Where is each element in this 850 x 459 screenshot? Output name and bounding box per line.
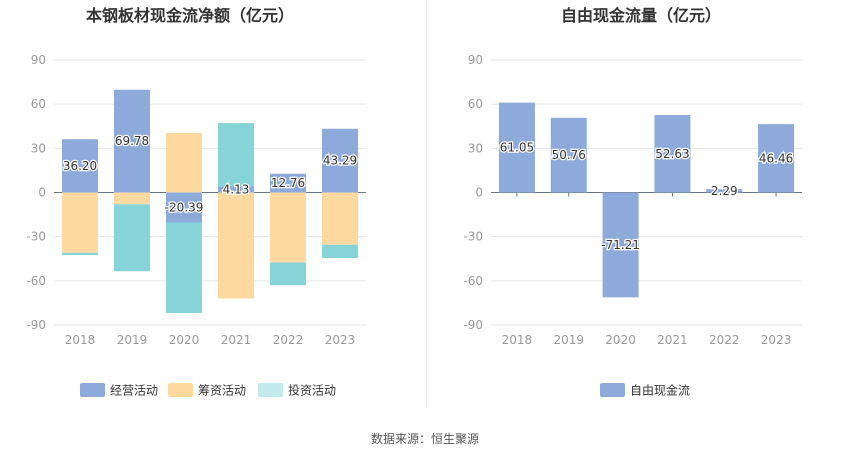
data-label: 43.29 <box>323 154 357 168</box>
bar-financing-2020 <box>166 132 202 193</box>
bar-investing-2020 <box>166 222 202 314</box>
x-tick-label: 2023 <box>761 333 792 347</box>
y-tick-label: 0 <box>38 186 46 200</box>
bar-operating-2019 <box>114 89 150 193</box>
bar-free_cf-2018 <box>498 102 535 193</box>
bar-financing-2022 <box>270 192 306 263</box>
legend-label-financing[interactable]: 筹资活动 <box>198 384 246 398</box>
bar-operating-2021 <box>218 186 254 193</box>
y-tick-label: 30 <box>31 141 46 155</box>
data-source-text: 数据来源：恒生聚源 <box>370 432 479 446</box>
legend-swatch-investing[interactable] <box>258 383 283 397</box>
bar-investing-2023 <box>322 244 358 259</box>
data-label: 12.76 <box>271 176 305 190</box>
bar-operating-2023 <box>322 128 358 193</box>
bar-operating-2022 <box>270 173 306 193</box>
x-tick-label: 2022 <box>709 333 740 347</box>
x-tick-label: 2021 <box>221 333 252 347</box>
data-label: 2.29 <box>711 184 738 198</box>
data-label: 4.13 <box>223 182 250 196</box>
data-label: 46.46 <box>759 151 793 165</box>
data-label: 50.76 <box>552 148 586 162</box>
y-tick-label: 0 <box>475 186 483 200</box>
y-tick-label: -30 <box>463 230 483 244</box>
bar-free_cf-2019 <box>550 117 587 193</box>
bar-financing-2019 <box>114 192 150 205</box>
data-label: 52.63 <box>655 147 689 161</box>
legend-swatch-free-cash-flow[interactable] <box>600 383 625 397</box>
bar-free_cf-2023 <box>758 124 795 193</box>
bar-free_cf-2020 <box>602 192 639 298</box>
y-tick-label: -60 <box>463 274 483 288</box>
y-tick-label: 60 <box>31 97 46 111</box>
x-tick-label: 2023 <box>325 333 356 347</box>
y-tick-label: -90 <box>463 318 483 332</box>
y-tick-label: 30 <box>468 141 483 155</box>
data-label: -71.21 <box>601 238 640 252</box>
x-tick-label: 2018 <box>65 333 96 347</box>
free-cash-flow-chart: 自由现金流量（亿元） 90 60 30 0 -30 -60 -90 2018 2019 2020 20… <box>463 6 802 398</box>
y-tick-label: -60 <box>26 274 46 288</box>
bar-financing-2021 <box>218 192 254 299</box>
bar-investing-2019 <box>114 204 150 272</box>
bar-operating-2020 <box>166 192 202 223</box>
y-tick-label: 90 <box>31 53 46 67</box>
x-tick-label: 2020 <box>169 333 200 347</box>
chart-title: 自由现金流量（亿元） <box>561 6 721 25</box>
legend-label-operating[interactable]: 经营活动 <box>110 384 158 398</box>
bar-financing-2018 <box>62 192 98 253</box>
y-tick-label: -90 <box>26 318 46 332</box>
data-label: 36.20 <box>63 159 97 173</box>
x-tick-label: 2021 <box>657 333 688 347</box>
bar-financing-2023 <box>322 192 358 245</box>
y-tick-label: -30 <box>26 230 46 244</box>
x-tick-label: 2019 <box>553 333 584 347</box>
bar-investing-2018 <box>62 252 98 256</box>
y-tick-label: 60 <box>468 97 483 111</box>
data-label: 69.78 <box>115 134 149 148</box>
cash-flow-net-chart: 本钢板材现金流净额（亿元） 90 60 30 0 -30 -60 -90 2018 2019 202… <box>26 6 366 398</box>
legend-label-investing[interactable]: 投资活动 <box>288 383 336 398</box>
legend-swatch-operating[interactable] <box>80 383 105 397</box>
bar-investing-2021 <box>218 123 254 187</box>
y-tick-label: 90 <box>468 53 483 67</box>
chart-title: 本钢板材现金流净额（亿元） <box>86 6 294 25</box>
x-tick-label: 2022 <box>273 333 304 347</box>
panel-divider <box>426 0 427 408</box>
x-tick-label: 2019 <box>117 333 148 347</box>
data-label: -20.39 <box>165 201 204 215</box>
bar-free_cf-2021 <box>654 115 691 193</box>
legend-swatch-financing[interactable] <box>168 383 193 397</box>
legend-label-free-cash-flow[interactable]: 自由现金流 <box>630 383 690 398</box>
data-label: 61.05 <box>500 141 534 155</box>
x-tick-label: 2018 <box>502 333 533 347</box>
bar-free_cf-2022 <box>706 189 743 193</box>
bar-investing-2022 <box>270 262 306 286</box>
x-tick-label: 2020 <box>605 333 636 347</box>
bar-operating-2018 <box>62 139 98 193</box>
